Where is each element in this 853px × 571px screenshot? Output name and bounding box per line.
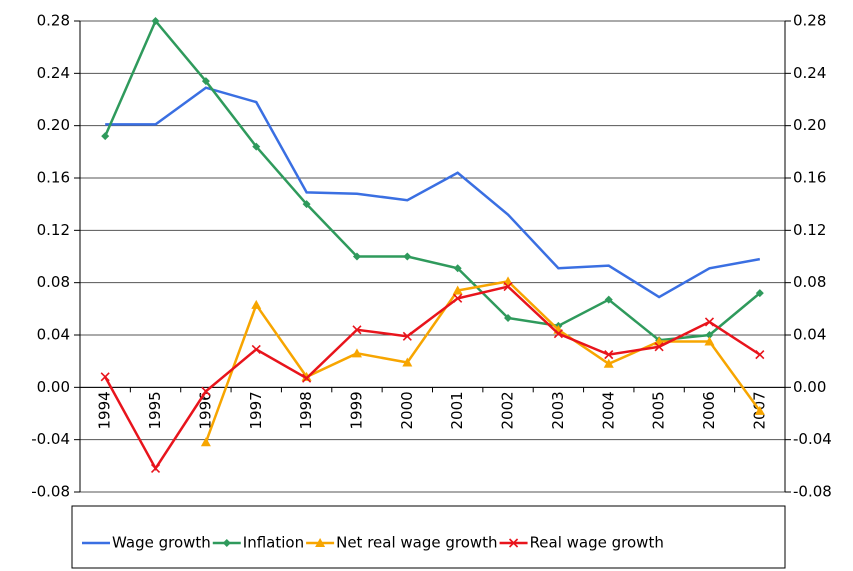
series-line xyxy=(104,18,761,342)
marker-x xyxy=(352,325,362,335)
marker-x xyxy=(453,293,463,303)
marker-triangle xyxy=(351,348,362,358)
x-tick-label: 2006 xyxy=(700,391,718,429)
marker-triangle xyxy=(200,437,211,447)
legend-box xyxy=(71,505,786,569)
marker-diamond xyxy=(352,252,361,261)
y-tick-label: 0.20 xyxy=(37,116,70,134)
x-tick-label: 2000 xyxy=(398,391,416,429)
x-tick-label: 2002 xyxy=(499,391,517,429)
legend-marker xyxy=(315,538,326,547)
marker-diamond xyxy=(755,289,764,298)
legend-item: Real wage growth xyxy=(499,534,664,552)
marker-x xyxy=(604,350,614,360)
y2-tick-label: -0.04 xyxy=(793,430,832,448)
marker-diamond xyxy=(101,132,110,141)
marker-triangle xyxy=(603,358,614,368)
marker-x xyxy=(654,342,664,352)
y2-tick-label: 0.12 xyxy=(793,221,826,239)
y2-tick-label: 0.08 xyxy=(793,273,826,291)
y-tick-label: 0.28 xyxy=(37,12,70,30)
y2-tick-label: 0.24 xyxy=(793,64,826,82)
marker-x xyxy=(150,463,161,474)
marker-triangle xyxy=(402,357,413,367)
marker-diamond xyxy=(453,264,462,273)
legend-item: Net real wage growth xyxy=(306,534,498,552)
marker-diamond xyxy=(151,17,160,25)
marker-x xyxy=(755,350,765,360)
marker-x xyxy=(503,282,513,292)
y2-tick-label: 0.04 xyxy=(793,326,826,344)
x-tick-label: 1995 xyxy=(146,391,164,429)
legend-item: Wage growth xyxy=(82,534,211,552)
series-line xyxy=(105,86,761,299)
marker-triangle xyxy=(754,405,765,415)
y2-tick-label: 0.00 xyxy=(793,378,826,396)
marker-diamond xyxy=(705,331,714,339)
y2-tick-label: -0.08 xyxy=(793,483,832,501)
y-tick-label: 0.08 xyxy=(37,273,70,291)
y-tick-label: -0.08 xyxy=(31,483,70,501)
marker-x xyxy=(704,317,715,327)
legend-label: Real wage growth xyxy=(530,534,664,552)
legend-label: Net real wage growth xyxy=(336,534,497,552)
marker-triangle xyxy=(301,371,312,381)
marker-diamond xyxy=(504,313,513,322)
marker-diamond xyxy=(252,142,261,151)
x-tick-label: 1999 xyxy=(347,391,365,429)
marker-x xyxy=(553,329,563,339)
legend-item: Inflation xyxy=(212,534,304,552)
legend-marker xyxy=(508,538,519,548)
y-tick-label: 0.24 xyxy=(37,64,70,82)
y-tick-label: 0.16 xyxy=(37,169,70,187)
x-tick-label: 2004 xyxy=(599,391,617,429)
legend-label: Wage growth xyxy=(112,534,211,552)
y2-tick-label: 0.28 xyxy=(793,12,826,30)
marker-diamond xyxy=(201,77,210,86)
marker-x xyxy=(251,344,261,354)
x-tick-label: 2003 xyxy=(549,391,567,429)
marker-triangle xyxy=(251,299,262,309)
series-line xyxy=(204,280,761,443)
y-tick-label: 0.12 xyxy=(37,221,70,239)
y2-tick-label: 0.20 xyxy=(793,116,826,134)
y-tick-label: -0.04 xyxy=(31,430,70,448)
marker-triangle xyxy=(704,336,715,346)
x-tick-label: 2005 xyxy=(650,391,668,429)
marker-diamond xyxy=(302,200,311,209)
series-line xyxy=(104,285,761,471)
marker-x xyxy=(100,372,110,382)
marker-triangle xyxy=(452,285,463,295)
marker-x xyxy=(201,386,211,396)
y2-tick-label: 0.16 xyxy=(793,169,826,187)
x-tick-label: 1994 xyxy=(96,391,114,429)
marker-x xyxy=(402,331,412,341)
y-tick-label: 0.04 xyxy=(37,326,70,344)
x-tick-label: 1998 xyxy=(297,391,315,429)
marker-diamond xyxy=(604,295,613,304)
marker-diamond xyxy=(403,252,412,261)
marker-x xyxy=(302,373,312,383)
x-tick-label: 2001 xyxy=(448,391,466,429)
y-tick-label: 0.00 xyxy=(37,378,70,396)
legend-marker xyxy=(222,539,231,547)
legend-label: Inflation xyxy=(243,534,304,552)
x-tick-label: 1997 xyxy=(247,391,265,429)
